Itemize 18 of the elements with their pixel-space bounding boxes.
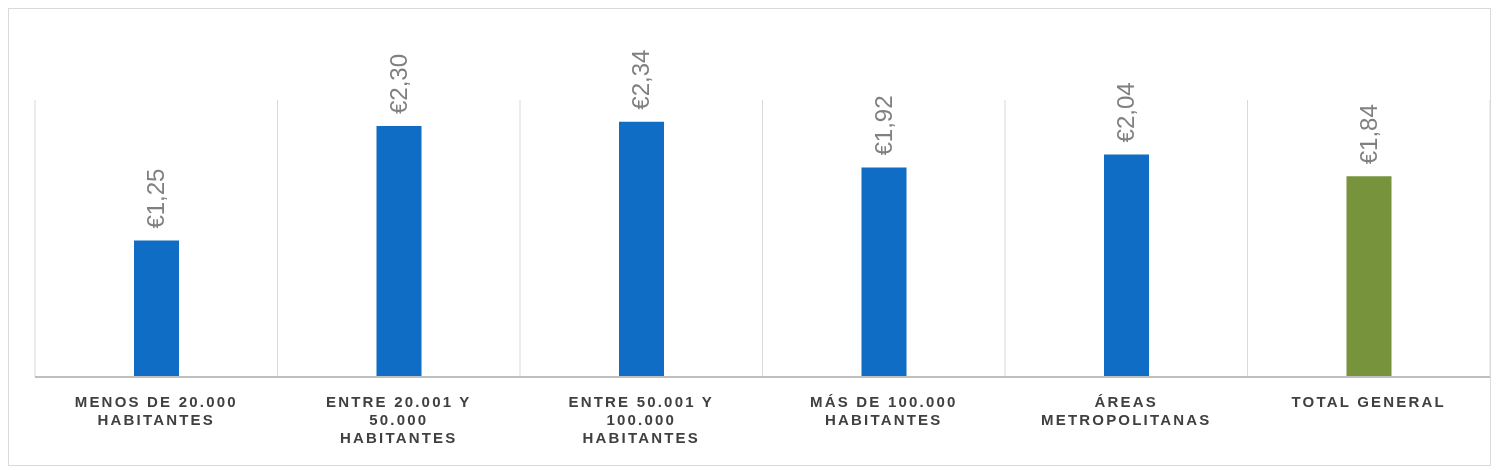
bar <box>1346 176 1392 377</box>
x-tick-label: MÁS DE 100.000 HABITANTES <box>809 393 958 428</box>
data-label: €1,25 <box>142 168 170 229</box>
data-label: €2,04 <box>1112 82 1140 143</box>
bar <box>376 126 422 377</box>
bar <box>134 240 179 377</box>
bar <box>1104 154 1149 377</box>
data-label: €2,34 <box>627 49 655 110</box>
bar <box>619 121 664 377</box>
x-tick-label: ÁREAS METROPOLITANAS <box>1040 393 1212 428</box>
data-label: €1,84 <box>1355 104 1382 165</box>
data-label: €2,30 <box>385 54 412 115</box>
x-tick-label: TOTAL GENERAL <box>1291 393 1446 410</box>
x-tick-label: ENTRE 50.001 Y 100.000 HABITANTES <box>568 393 715 446</box>
x-tick-label: MENOS DE 20.000 HABITANTES <box>74 393 238 428</box>
data-label: €1,92 <box>870 95 897 156</box>
x-tick-label: ENTRE 20.001 Y 50.000 HABITANTES <box>325 393 472 446</box>
bar <box>861 167 907 377</box>
